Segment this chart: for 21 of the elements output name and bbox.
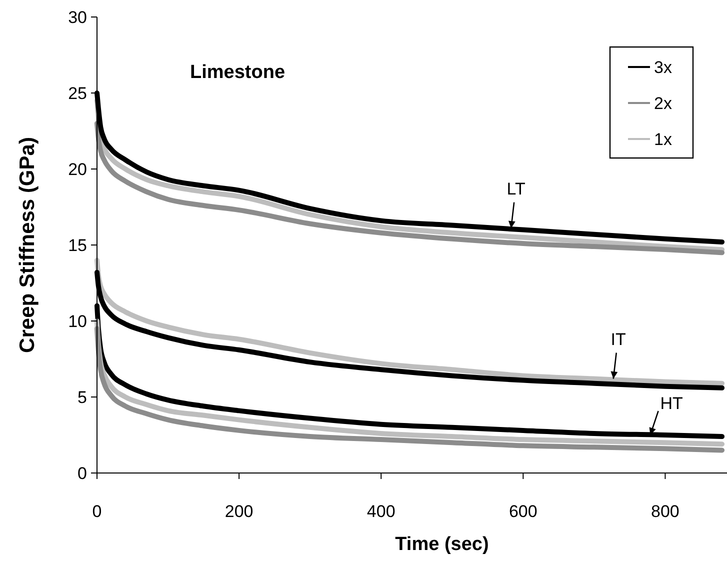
x-tick-label: 400 [366, 502, 396, 521]
y-tick-label: 5 [78, 388, 87, 407]
y-axis-title: Creep Stiffness (GPa) [16, 137, 39, 353]
annotation: HT [660, 394, 683, 413]
legend-label: 3x [654, 58, 672, 77]
annotation: LT [506, 179, 526, 198]
x-axis-title: Time (sec) [395, 534, 489, 555]
text: Limestone [190, 62, 286, 83]
x-tick-label: 800 [651, 502, 680, 521]
y-tick-label: 25 [68, 84, 87, 103]
legend-label: 1x [654, 130, 672, 149]
y-tick-label: 15 [68, 236, 87, 255]
y-tick-label: 10 [68, 312, 87, 331]
y-tick-label: 30 [68, 8, 87, 27]
legend-label: 2x [654, 94, 672, 113]
x-tick-label: 600 [508, 502, 538, 521]
x-tick-label: 0 [92, 502, 102, 521]
y-tick-label: 20 [68, 160, 87, 179]
y-tick-label: 0 [78, 464, 87, 483]
x-tick-label: 200 [224, 502, 254, 521]
annotation: IT [610, 330, 626, 349]
